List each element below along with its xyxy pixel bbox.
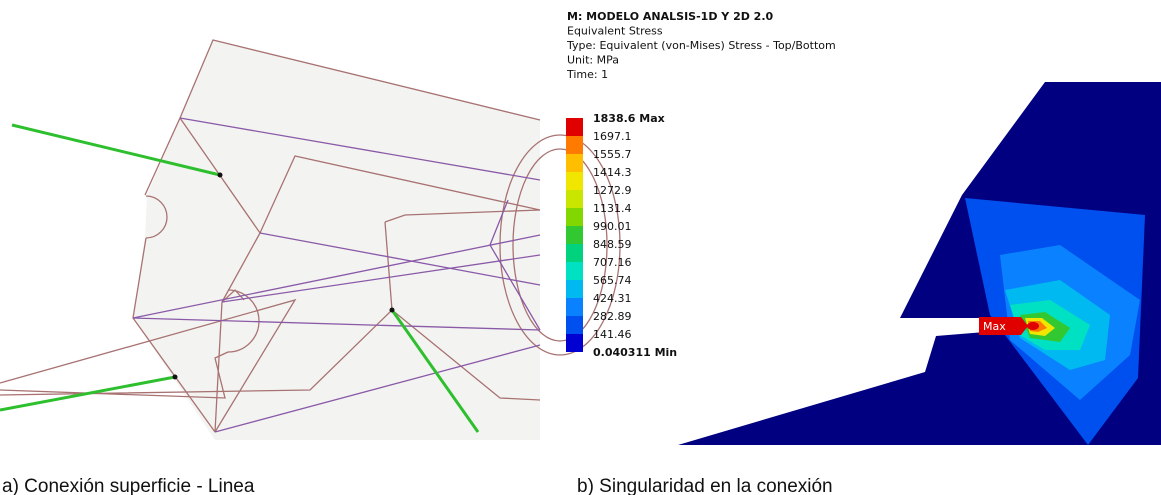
wireframe (0, 40, 620, 440)
caption: b) Singularidad en la conexión (577, 476, 833, 495)
figure: Max M: MODELO ANALSIS-1D Y 2D 2.0 Equival… (0, 0, 1161, 495)
figure-canvas: Max M: MODELO ANALSIS-1D Y 2D 2.0 Equival… (0, 0, 1161, 495)
header-line: Type: Equivalent (von-Mises) Stress - To… (566, 39, 836, 52)
legend-label: 1272.9 (593, 184, 632, 197)
header-line: Equivalent Stress (567, 25, 663, 38)
legend-label: 1414.3 (593, 166, 632, 179)
legend-swatch (566, 244, 583, 262)
probe-label: Max (983, 320, 1006, 333)
header-line: Unit: MPa (567, 54, 619, 67)
header-line: Time: 1 (566, 68, 608, 81)
legend-label: 565.74 (593, 274, 632, 287)
legend-swatch (566, 154, 583, 172)
result-header: M: MODELO ANALSIS-1D Y 2D 2.0 Equivalent … (566, 10, 836, 81)
legend-swatch (566, 190, 583, 208)
legend-swatch (566, 118, 583, 136)
contour-plot: Max (678, 82, 1161, 445)
legend-swatch (566, 316, 583, 334)
legend-label: 990.01 (593, 220, 632, 233)
caption: a) Conexión superficie - Linea (2, 476, 255, 495)
legend: 1838.6 Max 1697.1 1555.7 1414.3 1272.9 1131.4… (566, 112, 677, 359)
legend-swatch (566, 172, 583, 190)
legend-swatch (566, 226, 583, 244)
legend-swatch (566, 208, 583, 226)
legend-swatch (566, 136, 583, 154)
legend-swatch (566, 262, 583, 280)
legend-label: 1697.1 (593, 130, 632, 143)
legend-label: 1131.4 (593, 202, 632, 215)
legend-swatch (566, 334, 583, 352)
legend-label: 1555.7 (593, 148, 632, 161)
legend-label: 0.040311 Min (593, 346, 677, 359)
legend-swatch (566, 298, 583, 316)
legend-label: 1838.6 Max (593, 112, 665, 125)
legend-label: 424.31 (593, 292, 632, 305)
legend-label: 141.46 (593, 328, 632, 341)
legend-label: 707.16 (593, 256, 632, 269)
legend-label: 848.59 (593, 238, 632, 251)
legend-label: 282.89 (593, 310, 632, 323)
legend-swatch (566, 280, 583, 298)
header-line: M: MODELO ANALSIS-1D Y 2D 2.0 (567, 10, 774, 23)
